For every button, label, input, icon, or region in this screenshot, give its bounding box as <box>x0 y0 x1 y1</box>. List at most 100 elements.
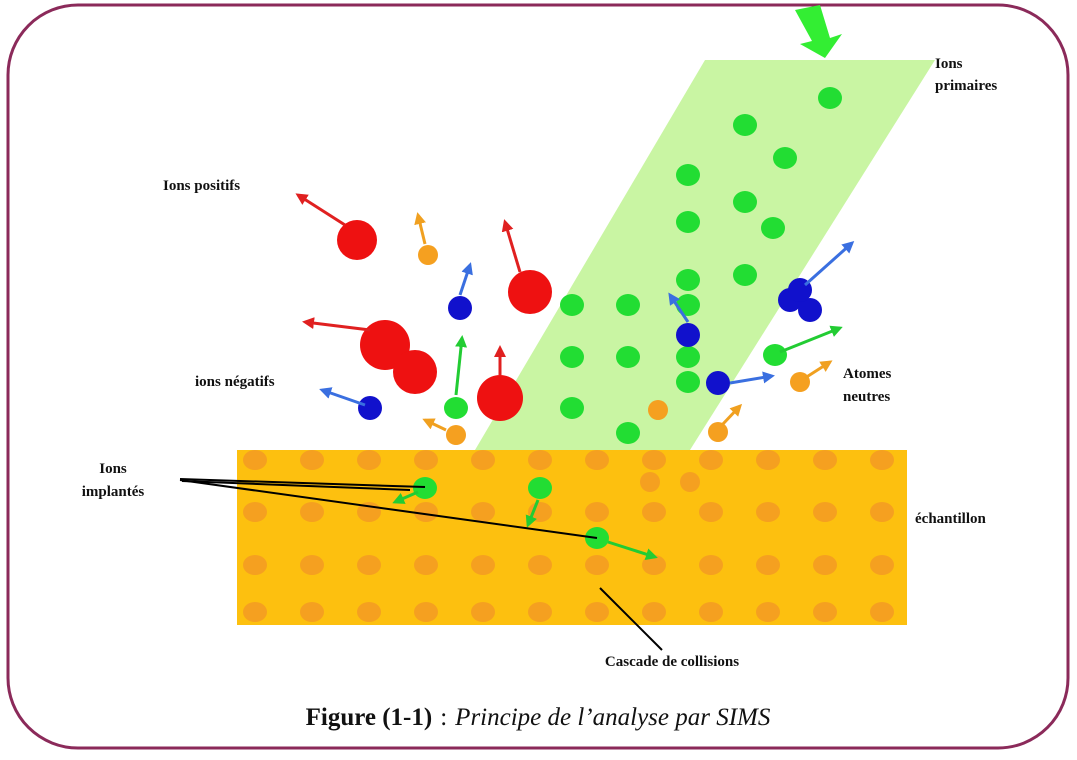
motion-arrow <box>525 499 540 528</box>
label: Ions <box>935 56 963 72</box>
motion-arrow <box>804 360 833 380</box>
primary-ion <box>560 346 584 368</box>
sample-atom <box>300 602 324 622</box>
sample-atom <box>813 555 837 575</box>
negative-ion <box>798 298 822 322</box>
motion-arrow <box>779 325 843 354</box>
primary-ion <box>733 264 757 286</box>
label: Cascade de collisions <box>605 654 739 670</box>
sample-atom <box>585 450 609 470</box>
negative-ion <box>448 296 472 320</box>
positive-ion <box>337 220 377 260</box>
label: implantés <box>82 484 145 500</box>
pointer-lines <box>179 478 663 651</box>
particles <box>295 87 855 560</box>
sample <box>237 450 907 625</box>
primary-ion <box>676 346 700 368</box>
motion-arrow <box>392 490 419 504</box>
sample-atom <box>870 602 894 622</box>
beam-arrow <box>795 5 842 58</box>
motion-arrow <box>668 292 690 323</box>
primary-ion <box>676 211 700 233</box>
sample-atom <box>756 450 780 470</box>
sample-atom <box>243 555 267 575</box>
primary-ion <box>616 422 640 444</box>
sample-atom <box>300 450 324 470</box>
neutral-atom <box>648 400 668 420</box>
primary-ion <box>733 191 757 213</box>
primary-ion <box>413 477 437 499</box>
sample-atom <box>813 602 837 622</box>
primary-ion <box>676 294 700 316</box>
primary-ion <box>733 114 757 136</box>
primary-ion <box>676 164 700 186</box>
sample-atom <box>414 450 438 470</box>
motion-arrow <box>607 540 658 560</box>
neutral-atom <box>446 425 466 445</box>
positive-ion <box>393 350 437 394</box>
primary-ion <box>761 217 785 239</box>
label: primaires <box>935 78 997 94</box>
primary-ion <box>773 147 797 169</box>
sample-atom <box>414 602 438 622</box>
motion-arrow <box>501 219 522 273</box>
primary-ion <box>560 294 584 316</box>
sample-atoms <box>243 450 894 622</box>
motion-arrow <box>454 335 468 396</box>
caption-separator: : <box>440 704 447 731</box>
sample-atom <box>699 555 723 575</box>
sample-atom <box>756 555 780 575</box>
negative-ion <box>706 371 730 395</box>
neutral-atom <box>708 422 728 442</box>
sample-atom <box>699 502 723 522</box>
sample-atom <box>528 450 552 470</box>
sample-atom <box>300 555 324 575</box>
sample-atom <box>471 502 495 522</box>
caption-text: Principe de l’analyse par SIMS <box>454 704 771 731</box>
sample-atom <box>471 450 495 470</box>
motion-arrow <box>720 403 743 427</box>
motion-arrow <box>302 317 371 332</box>
sample-atom <box>243 502 267 522</box>
sample-atom <box>357 602 381 622</box>
sample-atom <box>699 602 723 622</box>
positive-ion <box>360 320 410 370</box>
sample-atom <box>471 602 495 622</box>
label: Ions <box>99 461 127 477</box>
motion-arrow <box>295 193 346 227</box>
sample-atom <box>756 502 780 522</box>
sample-atom <box>870 502 894 522</box>
neutral-atom <box>640 472 660 492</box>
positive-ion <box>508 270 552 314</box>
sample-atom <box>414 555 438 575</box>
negative-ion <box>358 396 382 420</box>
negative-ion <box>676 323 700 347</box>
sample-atom <box>642 555 666 575</box>
primary-ion <box>763 344 787 366</box>
label: Atomes <box>843 366 891 382</box>
motion-arrow <box>458 262 473 296</box>
primary-ion <box>444 397 468 419</box>
sample-atom <box>870 555 894 575</box>
sample-atom <box>813 502 837 522</box>
sample-atom <box>414 502 438 522</box>
sample-atom <box>357 555 381 575</box>
neutral-atom <box>680 472 700 492</box>
primary-ion <box>676 371 700 393</box>
sample-atom <box>585 502 609 522</box>
primary-ion <box>528 477 552 499</box>
caption: Figure (1-1): Principe de l’analyse par S… <box>306 704 771 731</box>
sample-atom <box>300 502 324 522</box>
sample-atom <box>585 555 609 575</box>
sample-atom <box>756 602 780 622</box>
primary-ion <box>818 87 842 109</box>
positive-ion <box>477 375 523 421</box>
neutral-atom <box>418 245 438 265</box>
primary-ion <box>616 346 640 368</box>
primary-ion <box>560 397 584 419</box>
sample-atom <box>528 555 552 575</box>
sample-atom <box>585 602 609 622</box>
label: échantillon <box>915 511 986 527</box>
